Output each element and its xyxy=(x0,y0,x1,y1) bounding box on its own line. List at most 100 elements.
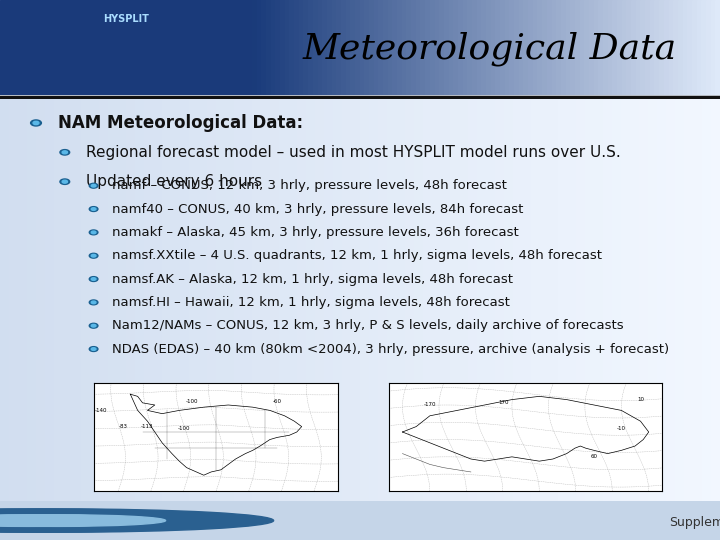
Circle shape xyxy=(89,323,98,328)
Text: namsf.XXtile – 4 U.S. quadrants, 12 km, 1 hrly, sigma levels, 48h forecast: namsf.XXtile – 4 U.S. quadrants, 12 km, … xyxy=(112,249,602,262)
Bar xyxy=(341,0,346,94)
Bar xyxy=(312,0,318,94)
Circle shape xyxy=(91,254,96,257)
Bar xyxy=(289,0,294,94)
Text: namf – CONUS, 12 km, 3 hrly, pressure levels, 48h forecast: namf – CONUS, 12 km, 3 hrly, pressure le… xyxy=(112,179,506,192)
Bar xyxy=(528,0,533,94)
Bar xyxy=(324,99,333,501)
Bar xyxy=(379,0,383,94)
Bar xyxy=(645,0,649,94)
Circle shape xyxy=(91,184,96,187)
Text: Supplement: Supplement xyxy=(670,516,720,529)
Bar xyxy=(518,0,523,94)
Bar xyxy=(444,0,449,94)
Bar xyxy=(467,0,472,94)
Bar xyxy=(257,0,261,94)
Bar xyxy=(558,99,567,501)
Bar xyxy=(162,99,171,501)
Bar xyxy=(678,0,683,94)
Bar xyxy=(668,0,673,94)
Text: 170: 170 xyxy=(498,400,509,406)
Bar xyxy=(454,0,458,94)
Bar xyxy=(510,0,514,94)
Text: 10: 10 xyxy=(637,397,644,402)
Bar xyxy=(505,0,510,94)
Bar xyxy=(383,0,387,94)
Bar xyxy=(439,0,444,94)
Bar xyxy=(556,0,561,94)
Text: -140: -140 xyxy=(95,408,107,413)
Circle shape xyxy=(0,509,245,532)
Text: Updated every 6 hours: Updated every 6 hours xyxy=(86,174,263,189)
Bar xyxy=(280,0,285,94)
Bar xyxy=(252,0,256,94)
Bar xyxy=(405,99,414,501)
Circle shape xyxy=(91,231,96,234)
Bar xyxy=(589,0,593,94)
Bar xyxy=(683,0,687,94)
Text: -60: -60 xyxy=(273,399,282,404)
Bar xyxy=(308,0,312,94)
Text: namakf – Alaska, 45 km, 3 hrly, pressure levels, 36h forecast: namakf – Alaska, 45 km, 3 hrly, pressure… xyxy=(112,226,518,239)
Bar xyxy=(552,0,556,94)
Bar xyxy=(144,99,153,501)
Bar xyxy=(580,0,584,94)
Bar xyxy=(450,99,459,501)
Text: -83: -83 xyxy=(119,424,127,429)
Bar xyxy=(495,99,504,501)
Bar xyxy=(594,99,603,501)
Circle shape xyxy=(0,515,137,526)
Bar xyxy=(608,0,612,94)
Bar xyxy=(392,0,397,94)
Bar xyxy=(500,0,505,94)
Bar xyxy=(666,99,675,501)
Circle shape xyxy=(89,230,98,235)
Bar xyxy=(491,0,495,94)
Bar xyxy=(639,99,648,501)
Bar xyxy=(189,99,198,501)
Bar xyxy=(333,99,342,501)
Bar xyxy=(270,99,279,501)
Bar xyxy=(425,0,430,94)
Bar xyxy=(406,0,411,94)
Bar xyxy=(378,99,387,501)
Bar xyxy=(207,99,216,501)
Bar xyxy=(36,99,45,501)
Bar xyxy=(654,0,660,94)
Bar xyxy=(266,0,271,94)
Text: -100: -100 xyxy=(178,426,190,431)
Circle shape xyxy=(89,183,98,188)
Bar xyxy=(225,99,234,501)
Bar xyxy=(315,99,324,501)
Bar xyxy=(432,99,441,501)
Bar xyxy=(117,99,126,501)
Circle shape xyxy=(89,276,98,281)
Circle shape xyxy=(89,300,98,305)
Bar xyxy=(636,0,641,94)
Bar xyxy=(72,99,81,501)
Bar xyxy=(297,99,306,501)
Bar xyxy=(598,0,603,94)
Text: -100: -100 xyxy=(185,399,198,404)
Bar xyxy=(306,99,315,501)
Bar xyxy=(294,0,299,94)
Circle shape xyxy=(89,347,98,352)
Bar xyxy=(547,0,552,94)
Bar xyxy=(374,0,379,94)
Bar xyxy=(463,0,467,94)
Bar xyxy=(648,99,657,501)
Bar xyxy=(626,0,631,94)
Circle shape xyxy=(62,151,68,154)
Bar xyxy=(18,99,27,501)
Bar xyxy=(153,99,162,501)
Bar xyxy=(351,99,360,501)
Bar xyxy=(279,99,288,501)
Bar xyxy=(327,0,332,94)
Circle shape xyxy=(62,180,68,183)
Circle shape xyxy=(91,325,96,327)
Bar xyxy=(275,0,280,94)
Bar xyxy=(660,0,664,94)
Bar xyxy=(631,0,636,94)
Text: namf40 – CONUS, 40 km, 3 hrly, pressure levels, 84h forecast: namf40 – CONUS, 40 km, 3 hrly, pressure … xyxy=(112,202,523,215)
Circle shape xyxy=(60,150,70,155)
